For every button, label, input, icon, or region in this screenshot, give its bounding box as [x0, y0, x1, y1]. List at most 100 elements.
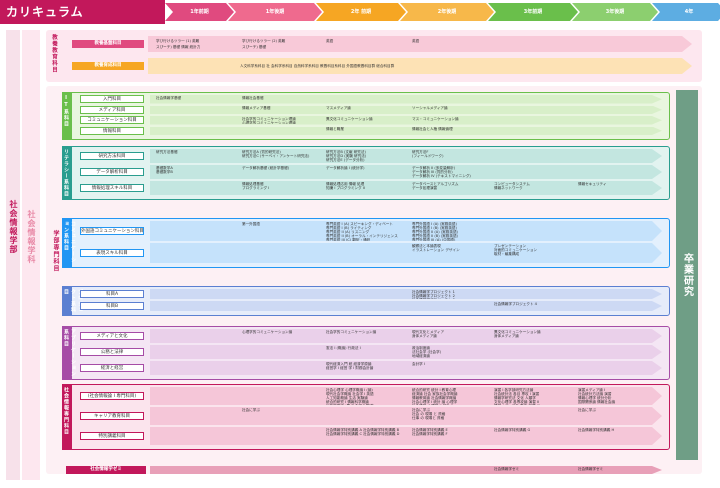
group-sp-band [150, 427, 662, 445]
group-app-band [150, 361, 662, 375]
course-cell: 社会情報学特別講義 A 社会情報学特別講義 B 社会情報学特別講義 C 社会情報… [326, 427, 400, 436]
group-app-label: アプリケーション系科目 [63, 329, 76, 377]
group-lit-band [150, 181, 662, 195]
course-cell: 情報処理基礎 プログラミング I [242, 181, 270, 190]
group-com-band [150, 243, 662, 263]
subject-it-2[interactable]: メディア科目 [80, 105, 144, 114]
graduation-research: 卒業研究 [676, 90, 698, 460]
year-2: 1年後期 [228, 3, 322, 21]
group-sp-bar [62, 384, 72, 450]
group-com-label: コミュニケーション系科目 [63, 221, 76, 263]
course-cell: 第一外国語 [242, 221, 260, 226]
subject-app-2[interactable]: 公務と法律 [80, 348, 144, 356]
course-cell: 社会学的コミュニケーション理論 心理学的コミュニケーション理論 [242, 116, 296, 124]
course-cell: 社会情報学プロジェクト 1 社会情報学プロジェクト 2 社会情報学プロジェクト … [412, 289, 455, 299]
course-cell: 異文化コミュニケーション論 [326, 116, 373, 121]
major-label: 学部専門科目 [52, 230, 59, 272]
subject-com-1[interactable]: 外国語コミュニケーション科目 [80, 227, 144, 235]
course-cell: コンピュータシステム 情報ネットワーク [494, 181, 530, 190]
course-cell: 現代文化とメディア 身体メディア論 [412, 329, 445, 338]
course-cell: 専門外国語 I (A) (実務英語) 専門外国語 I (B) (実務英語) 専門… [412, 221, 458, 241]
kyoyo-cell: 学び行けるツラ一 (1) 英難 スぴーチ) 基礎 情報 統計力 [156, 39, 201, 49]
group-com-bar [62, 218, 72, 268]
course-cell: データベースとアルゴリズム データ処理演習 [412, 181, 459, 190]
seminar-band [150, 466, 662, 474]
course-cell: 心理学的コミュニケーション論 [242, 329, 293, 334]
subject-lit-1[interactable]: 研究方法科目 [80, 152, 144, 160]
course-cell: 観察法と本論表現 イラストレーション デザイン [412, 243, 460, 252]
course-cell: 憲法 I (概論) 行政法 I [326, 345, 361, 350]
course-cell: データ解析基礎 (統計学基礎) [242, 165, 290, 170]
course-cell: 情報処理応用 情報 処理 知識 I プログラミング II [326, 181, 365, 190]
seminar-cell: 社会情報学ゼミ [494, 467, 520, 471]
kyoyo-row-label-2: 教養育成科目 [72, 62, 144, 70]
group-it-band [150, 116, 662, 125]
subject-app-3[interactable]: 経済と経営 [80, 364, 144, 372]
subject-lit-3[interactable]: 情報処理スキル科目 [80, 184, 144, 192]
faculty-band [6, 30, 20, 480]
subject-proj-1[interactable]: 科目A [80, 290, 144, 298]
course-cell: 情報社会基礎 [242, 95, 264, 100]
subject-sp-2[interactable]: キャリア教育科目 [80, 412, 144, 420]
course-cell: 演習メディア論 I 社会統計方法論 演習 情報心理学 統計分析 国際関係論 情報… [578, 387, 616, 405]
group-proj-bar [62, 286, 72, 316]
kyoyo-label: 教養教育科目 [51, 34, 57, 73]
group-it-band [150, 127, 662, 136]
course-cell: 研究方法基礎 [156, 149, 178, 154]
course-cell: 社会情報学特別講義 H [578, 427, 615, 432]
course-cell: 社会心理学 心理学概論 I (論) 現代社会学概論 社会学 I 英語 人工知能概… [326, 387, 374, 405]
subject-proj-2[interactable]: 科目B [80, 302, 144, 310]
course-cell: 情報メディア基礎 [242, 106, 271, 110]
course-cell: 社会情報学特別講義 E 社会情報学特別講義 F [412, 427, 448, 436]
group-lit-band [150, 149, 662, 163]
course-cell: 研究方法B (文献 研究法) 研究方法D (実験 研究法) 研究方法E (データ… [326, 149, 367, 162]
group-it-band [150, 95, 662, 104]
group-it-band [150, 106, 662, 115]
course-cell: 基礎数学A 基礎数学B [156, 165, 173, 174]
course-cell: 社会情報学特別講義 G [494, 427, 531, 432]
kyoyo-cell: 学び行けるツラ一 (2) 英難 スぴーチ) 基礎 [242, 39, 286, 49]
course-cell: 情報と職業 [326, 127, 344, 131]
seminar-label: 社会情報学ゼミ [66, 466, 146, 474]
course-cell: 政治制度論 法社会学 (社会学) 地域経済論 [412, 345, 442, 358]
course-cell: 現代経済入門 統 経済学原論 経営学 I 経営 学 I 財務会計論 [326, 361, 374, 370]
year-1: 1年前期 [165, 3, 234, 21]
subject-it-4[interactable]: 情報科目 [80, 126, 144, 135]
year-5: 3年前期 [488, 3, 578, 21]
course-cell: 社会学的コミュニケーション論 [326, 329, 377, 334]
subject-it-1[interactable]: 入門科目 [80, 95, 144, 104]
course-cell: 会計学 I [412, 361, 425, 366]
course-cell: マスメディア論 [326, 106, 351, 110]
group-sp-band [150, 407, 662, 425]
page-title: カリキュラム [0, 0, 165, 24]
kyoyo-cell: 英語 [326, 39, 334, 43]
subject-com-2[interactable]: 表現スキル科目 [80, 249, 144, 257]
dept-label: 社会情報学科 [27, 210, 36, 264]
course-cell: 統合的研究 統計 I 教育心理 経済論 社会 家族社会学概論 情報教育論 社会情… [412, 387, 458, 405]
group-lit-bar [62, 146, 72, 200]
year-6: 3年後期 [572, 3, 658, 21]
course-cell: プレゼンテーション 対面的コミュニケーション 取材・編集構成 [494, 243, 538, 256]
year-3: 2年 前期 [316, 3, 406, 21]
group-com-band [150, 221, 662, 241]
dept-band [22, 30, 40, 480]
course-cell: 社会に学ぶ [242, 407, 260, 412]
course-cell: 社会情報学基礎 [156, 95, 182, 100]
subject-lit-2[interactable]: データ解析科目 [80, 168, 144, 176]
subject-it-3[interactable]: コミュニケーション科目 [80, 116, 144, 125]
subject-sp-3[interactable]: 特別講義科目 [80, 432, 144, 440]
kyoyo-cell: 英語 [412, 39, 420, 43]
group-it-label: IT系科目 [63, 95, 69, 127]
kyoyo-row-label-1: 教養基盤科目 [72, 40, 144, 48]
kyoyo-band-1 [148, 36, 692, 52]
group-app-band [150, 345, 662, 359]
subject-sp-1[interactable]: (社会情報論 I 専門科目) [80, 392, 144, 400]
subject-app-1[interactable]: メディアと文化 [80, 332, 144, 340]
course-cell: 異文化コミュニケーション論 身体メディア論 [494, 329, 541, 338]
group-lit-band [150, 165, 662, 179]
group-sp-label: 社会情報専門科目 [63, 387, 69, 435]
faculty-label: 社会情報学部 [9, 200, 18, 254]
group-app-bar [62, 326, 72, 380]
course-cell: データ解析論 I (統計学) [326, 165, 365, 170]
course-cell: 情報社会と人権 情報倫理 [412, 127, 453, 131]
